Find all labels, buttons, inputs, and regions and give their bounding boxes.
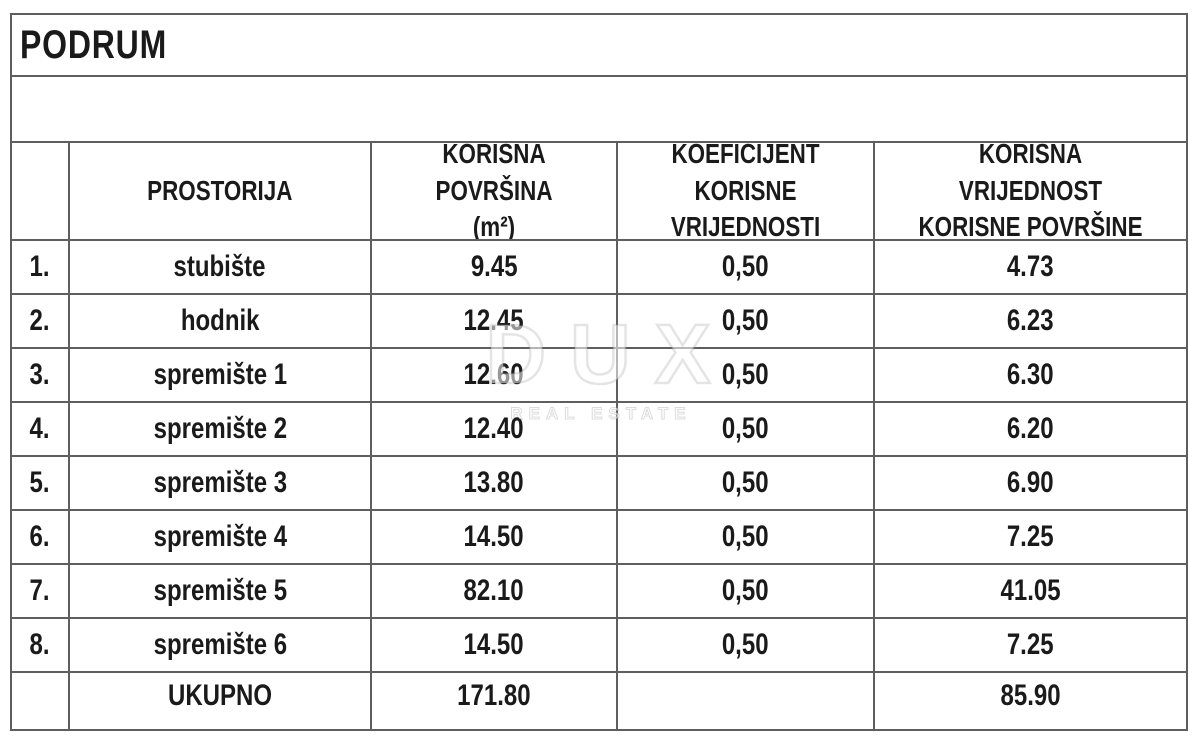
page-title: PODRUM [20, 22, 168, 67]
value-cell: 7.25 [873, 617, 1186, 671]
total-area-cell: 171.80 [370, 671, 616, 729]
value-cell: 6.30 [873, 347, 1186, 401]
table-frame: PODRUM PROSTORIJA KORISNA POVRŠINA (m²) … [10, 13, 1188, 731]
title-row: PODRUM [12, 15, 1186, 77]
room-name-cell: spremište 6 [68, 617, 370, 671]
area-table: PROSTORIJA KORISNA POVRŠINA (m²) KOEFICI… [12, 141, 1186, 729]
row-number-cell: 6. [12, 509, 68, 563]
row-number-cell: 4. [12, 401, 68, 455]
area-cell: 13.80 [370, 455, 616, 509]
header-value-label: KORISNA VRIJEDNOST KORISNE POVRŠINE [918, 141, 1143, 239]
coefficient-cell: 0,50 [616, 347, 873, 401]
total-coefficient-cell [616, 671, 873, 729]
row-number-cell: 3. [12, 347, 68, 401]
room-name-cell: spremište 4 [68, 509, 370, 563]
area-cell: 14.50 [370, 509, 616, 563]
coefficient-cell: 0,50 [616, 509, 873, 563]
row-number-cell: 5. [12, 455, 68, 509]
coefficient-cell: 0,50 [616, 563, 873, 617]
room-name-cell: spremište 2 [68, 401, 370, 455]
header-area-cell: KORISNA POVRŠINA (m²) [370, 141, 616, 239]
area-cell: 12.45 [370, 293, 616, 347]
total-label-cell: UKUPNO [68, 671, 370, 729]
coefficient-cell: 0,50 [616, 617, 873, 671]
value-cell: 6.20 [873, 401, 1186, 455]
total-label: UKUPNO [167, 679, 272, 712]
coefficient-cell: 0,50 [616, 293, 873, 347]
area-cell: 14.50 [370, 617, 616, 671]
header-number-cell [12, 141, 68, 239]
header-area-label: KORISNA POVRŠINA (m²) [435, 141, 553, 239]
value-cell: 6.23 [873, 293, 1186, 347]
header-value-cell: KORISNA VRIJEDNOST KORISNE POVRŠINE [873, 141, 1186, 239]
value-cell: 41.05 [873, 563, 1186, 617]
row-number-cell: 2. [12, 293, 68, 347]
row-number-cell: 8. [12, 617, 68, 671]
room-name-cell: hodnik [68, 293, 370, 347]
header-coefficient-label: KOEFICIJENT KORISNE VRIJEDNOSTI [670, 141, 821, 239]
coefficient-cell: 0,50 [616, 239, 873, 293]
room-name-cell: spremište 3 [68, 455, 370, 509]
header-room-label: PROSTORIJA [147, 174, 293, 206]
room-name-cell: stubište [68, 239, 370, 293]
area-cell: 12.60 [370, 347, 616, 401]
room-name-cell: spremište 1 [68, 347, 370, 401]
value-cell: 4.73 [873, 239, 1186, 293]
value-cell: 6.90 [873, 455, 1186, 509]
row-number-cell: 1. [12, 239, 68, 293]
area-cell: 82.10 [370, 563, 616, 617]
header-coefficient-cell: KOEFICIJENT KORISNE VRIJEDNOSTI [616, 141, 873, 239]
area-cell: 12.40 [370, 401, 616, 455]
coefficient-cell: 0,50 [616, 401, 873, 455]
value-cell: 7.25 [873, 509, 1186, 563]
coefficient-cell: 0,50 [616, 455, 873, 509]
spacer-row [12, 77, 1186, 141]
total-value-cell: 85.90 [873, 671, 1186, 729]
header-room-cell: PROSTORIJA [68, 141, 370, 239]
row-number-cell: 7. [12, 563, 68, 617]
area-cell: 9.45 [370, 239, 616, 293]
total-number-cell [12, 671, 68, 729]
room-name-cell: spremište 5 [68, 563, 370, 617]
